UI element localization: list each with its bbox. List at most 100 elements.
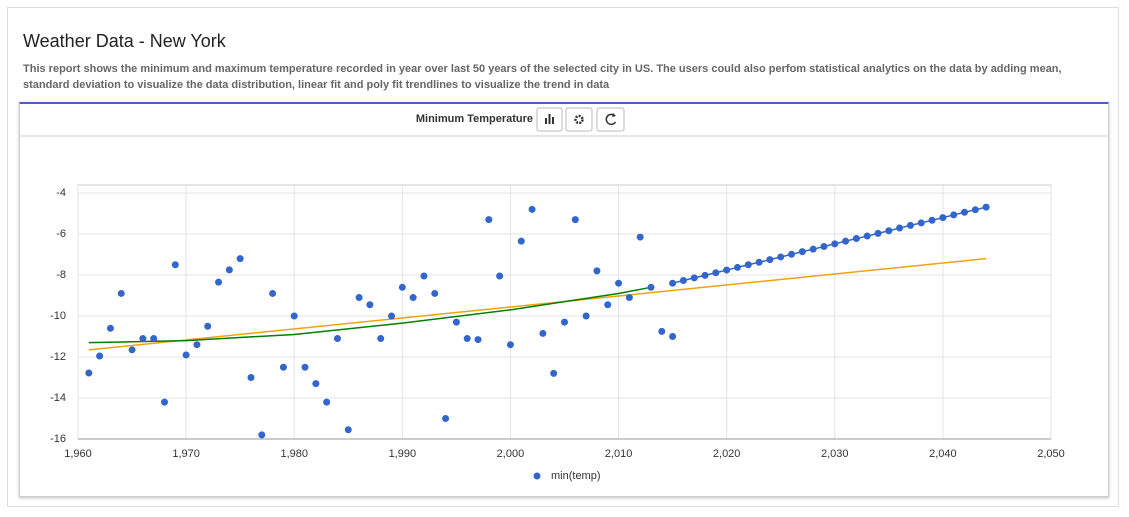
- forecast-point: [842, 237, 850, 245]
- y-tick-label: -10: [50, 310, 66, 322]
- forecast-point: [852, 235, 860, 243]
- data-point: [561, 318, 568, 326]
- data-point: [258, 431, 266, 439]
- data-point: [269, 289, 277, 297]
- legend-label: min(temp): [551, 470, 601, 482]
- data-point: [615, 279, 623, 287]
- forecast-point: [863, 232, 871, 240]
- data-point: [355, 294, 363, 302]
- forecast-point: [712, 269, 720, 277]
- data-point: [182, 351, 190, 359]
- y-tick-label: -8: [56, 269, 66, 281]
- data-point: [571, 216, 579, 224]
- forecast-point: [971, 206, 979, 214]
- forecast-point: [798, 248, 806, 256]
- data-point: [117, 289, 125, 297]
- forecast-point: [701, 271, 709, 279]
- report-description: This report shows the minimum and maximu…: [23, 63, 1062, 91]
- trendline: [88, 286, 652, 344]
- forecast-point: [928, 216, 936, 224]
- data-point: [420, 272, 428, 280]
- data-point: [236, 255, 244, 263]
- data-point: [96, 352, 104, 360]
- data-point: [452, 318, 460, 326]
- data-point: [528, 205, 536, 213]
- data-point: [106, 324, 114, 332]
- chart-type-button[interactable]: [536, 107, 563, 132]
- x-tick-label: 1,970: [172, 448, 200, 460]
- x-tick-label: 1,990: [389, 448, 417, 460]
- y-tick-label: -16: [50, 433, 66, 445]
- forecast-point: [733, 263, 741, 271]
- x-tick-label: 2,020: [713, 448, 741, 460]
- data-point: [85, 369, 93, 377]
- data-point: [333, 335, 341, 343]
- forecast-point: [982, 203, 990, 211]
- data-point: [463, 335, 471, 343]
- settings-button[interactable]: [565, 107, 593, 132]
- data-point: [647, 283, 655, 291]
- forecast-point: [906, 221, 914, 229]
- trendline: [88, 257, 987, 351]
- data-point: [366, 301, 374, 309]
- forecast-point: [874, 229, 882, 237]
- forecast-point: [777, 253, 785, 261]
- forecast-point: [950, 211, 958, 219]
- legend-marker: [533, 472, 541, 480]
- x-tick-label: 2,010: [605, 448, 633, 460]
- data-point: [139, 335, 147, 343]
- data-point: [506, 341, 514, 349]
- x-tick-label: 2,030: [821, 448, 849, 460]
- forecast-point: [669, 279, 677, 287]
- data-point: [171, 261, 179, 269]
- forecast-point: [809, 245, 817, 253]
- data-point: [669, 333, 677, 340]
- forecast-point: [766, 256, 774, 264]
- y-tick-label: -4: [56, 187, 66, 199]
- forecast-point: [788, 250, 796, 258]
- panel-title: Minimum Temperature: [416, 113, 533, 125]
- chart-panel: [19, 102, 1109, 497]
- x-tick-label: 2,040: [929, 448, 957, 460]
- data-point: [517, 237, 525, 245]
- report-title: Weather Data - New York: [23, 31, 226, 51]
- data-point: [496, 272, 504, 280]
- data-point: [550, 369, 558, 377]
- data-point: [398, 283, 406, 291]
- forecast-point: [723, 266, 731, 274]
- data-point: [160, 398, 168, 406]
- forecast-point: [885, 227, 893, 235]
- data-point: [474, 336, 482, 344]
- forecast-point: [679, 277, 687, 285]
- data-point: [593, 267, 601, 275]
- data-point: [312, 380, 320, 388]
- data-point: [323, 398, 331, 406]
- forecast-point: [939, 214, 947, 222]
- y-tick-label: -12: [50, 351, 66, 363]
- data-point: [377, 335, 385, 343]
- data-point: [225, 266, 233, 274]
- data-point: [204, 322, 212, 330]
- data-point: [193, 341, 201, 349]
- data-point: [344, 426, 352, 434]
- data-point: [290, 312, 298, 320]
- x-tick-label: 2,000: [497, 448, 525, 460]
- forecast-point: [896, 224, 904, 232]
- data-point: [388, 312, 396, 320]
- data-point: [150, 335, 158, 343]
- refresh-button[interactable]: [596, 107, 625, 132]
- forecast-point: [744, 261, 752, 269]
- data-point: [431, 289, 439, 297]
- data-point: [604, 301, 612, 309]
- data-point: [485, 216, 493, 224]
- plot-background: [77, 184, 1052, 440]
- data-point: [636, 233, 644, 241]
- data-point: [279, 363, 287, 371]
- x-tick-label: 1,980: [280, 448, 308, 460]
- data-point: [539, 329, 547, 337]
- x-tick-label: 1,960: [64, 448, 92, 460]
- forecast-point: [755, 258, 763, 266]
- data-point: [442, 415, 450, 422]
